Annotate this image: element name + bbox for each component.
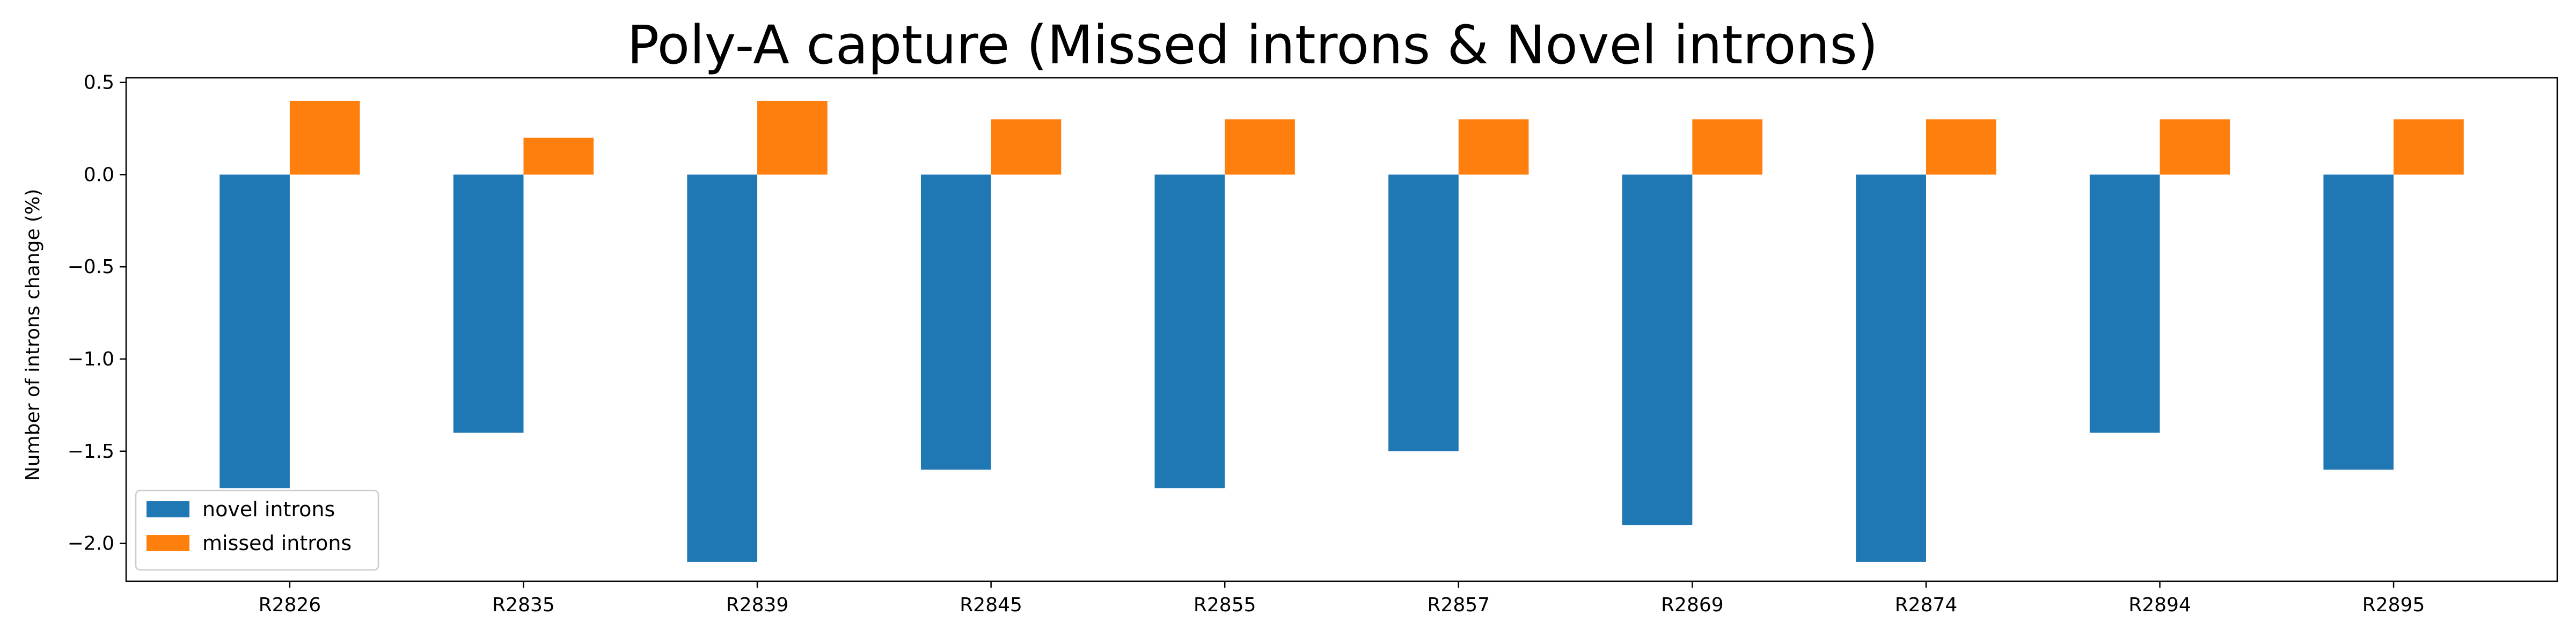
bar-missed-introns-R2857 (1458, 119, 1529, 175)
y-tick-label: 0.0 (84, 164, 114, 186)
y-axis-label: Number of introns change (%) (22, 189, 44, 481)
bar-missed-introns-R2895 (2394, 119, 2464, 175)
bar-novel-introns-R2874 (1856, 174, 1926, 562)
bar-novel-introns-R2839 (687, 174, 758, 562)
legend-box (135, 489, 379, 571)
y-tick-label: 0.5 (84, 72, 114, 94)
x-tick-label-R2845: R2845 (960, 594, 1022, 616)
x-tick-label-R2894: R2894 (2128, 594, 2191, 616)
bar-novel-introns-R2869 (1622, 174, 1693, 525)
y-tick-label: −2.0 (68, 533, 114, 555)
chart-title: Poly-A capture (Missed introns & Novel i… (627, 14, 1878, 76)
legend: novel introns missed introns (135, 489, 379, 571)
x-tick-label-R2855: R2855 (1194, 594, 1256, 616)
y-tick-label: −1.0 (68, 348, 114, 370)
bar-missed-introns-R2874 (1926, 119, 1996, 175)
bar-missed-introns-R2845 (991, 119, 1062, 175)
x-tick-label-R2874: R2874 (1895, 594, 1958, 616)
legend-label-novel-introns: novel introns (202, 497, 335, 521)
bar-novel-introns-R2835 (453, 174, 524, 433)
bar-novel-introns-R2826 (219, 174, 290, 488)
bar-novel-introns-R2894 (2089, 174, 2160, 433)
axes-frame (125, 77, 2558, 582)
bar-novel-introns-R2895 (2323, 174, 2394, 470)
bar-novel-introns-R2845 (920, 174, 991, 470)
x-tick-label-R2857: R2857 (1427, 594, 1490, 616)
bar-missed-introns-R2826 (289, 100, 360, 175)
bar-missed-introns-R2855 (1225, 119, 1295, 175)
bar-novel-introns-R2857 (1388, 174, 1459, 451)
x-tick-label-R2839: R2839 (726, 594, 789, 616)
legend-label-missed-introns: missed introns (202, 531, 352, 555)
bar-missed-introns-R2869 (1692, 119, 1763, 175)
x-tick-label-R2835: R2835 (492, 594, 555, 616)
y-tick-label: −1.5 (68, 441, 114, 463)
y-tick-label: −0.5 (68, 256, 114, 278)
bar-missed-introns-R2894 (2160, 119, 2230, 175)
x-tick-label-R2826: R2826 (259, 594, 321, 616)
plot-area: 0.5 0.0 −0.5 −1.0 −1.5 −2.0 R2826 R2835 R2839 R28… (68, 72, 2558, 616)
bar-missed-introns-R2835 (523, 137, 594, 175)
bar-missed-introns-R2839 (757, 100, 828, 175)
x-tick-label-R2869: R2869 (1661, 594, 1724, 616)
bar-novel-introns-R2855 (1154, 174, 1225, 488)
legend-swatch-missed-introns (147, 535, 189, 551)
x-tick-label-R2895: R2895 (2362, 594, 2425, 616)
legend-swatch-novel-introns (147, 501, 189, 517)
